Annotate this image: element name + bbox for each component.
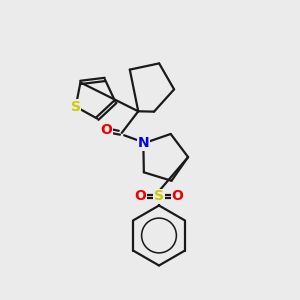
Text: O: O [172,190,184,203]
Text: N: N [137,136,149,150]
Text: S: S [71,100,81,114]
Text: O: O [134,190,146,203]
Text: S: S [154,190,164,203]
Text: O: O [100,124,112,137]
